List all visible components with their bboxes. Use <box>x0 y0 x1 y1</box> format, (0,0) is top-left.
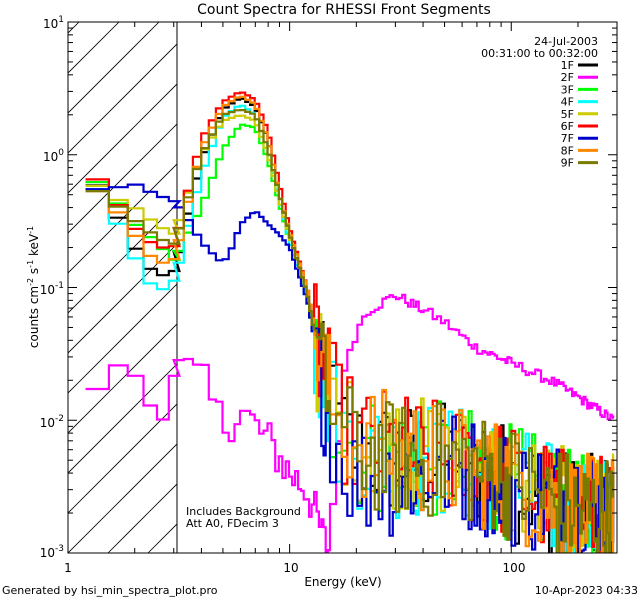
hatch-line <box>68 43 177 154</box>
legend-label-8F: 8F <box>561 144 574 157</box>
legend-label-9F: 9F <box>561 157 574 170</box>
x-tick-label-10: 10 <box>283 561 298 575</box>
legend-label-7F: 7F <box>561 132 574 145</box>
y-tick-label-10e1: 101 <box>43 15 64 31</box>
x-axis-label: Energy (keV) <box>304 575 381 589</box>
hatch-line <box>68 163 177 274</box>
background-note: Includes Background <box>186 505 301 518</box>
legend-label-2F: 2F <box>561 71 574 84</box>
chart-title: Count Spectra for RHESSI Front Segments <box>197 2 491 18</box>
hatch-line <box>68 443 177 553</box>
attenuator-note: Att A0, FDecim 3 <box>186 517 279 530</box>
series-layer <box>85 91 615 553</box>
legend-label-1F: 1F <box>561 59 574 72</box>
axis-ticks <box>67 22 618 554</box>
y-tick-label-10e-3: 10-3 <box>40 544 64 560</box>
hatch-line <box>68 22 120 74</box>
legend-label-4F: 4F <box>561 96 574 109</box>
y-tick-label-10e0: 100 <box>43 148 64 164</box>
x-tick-label-1: 1 <box>64 561 72 575</box>
series-line-2F <box>85 293 615 553</box>
y-axis-label: counts cm-2 s-1 keV-1 <box>26 226 41 348</box>
y-tick-label-10e-1: 10-1 <box>40 281 64 297</box>
series-line-9F <box>85 109 615 553</box>
y-tick-label-10e-2: 10-2 <box>40 414 64 430</box>
hatch-line <box>68 363 177 474</box>
hatch-line <box>68 22 160 114</box>
legend-label-3F: 3F <box>561 83 574 96</box>
hatch-line <box>68 403 177 514</box>
legend-label-6F: 6F <box>561 120 574 133</box>
date-label: 24-Jul-2003 <box>534 35 598 48</box>
time-range-label: 00:31:00 to 00:32:00 <box>481 47 598 60</box>
footer-generated-by: Generated by hsi_min_spectra_plot.pro <box>2 584 218 597</box>
x-tick-label-100: 100 <box>503 561 526 575</box>
legend-label-5F: 5F <box>561 108 574 121</box>
footer-timestamp: 10-Apr-2023 04:33 <box>535 584 638 597</box>
